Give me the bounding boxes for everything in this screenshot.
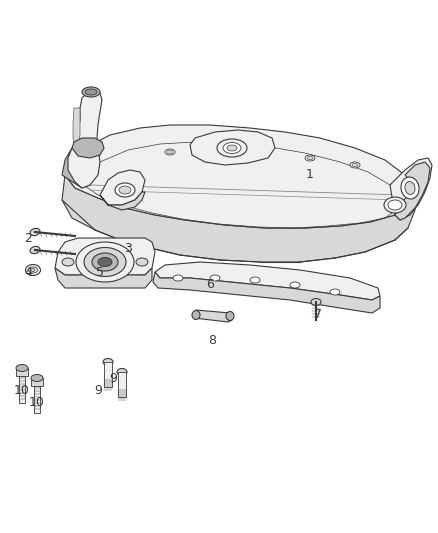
Ellipse shape <box>223 142 241 154</box>
Ellipse shape <box>227 145 237 151</box>
Ellipse shape <box>115 183 135 197</box>
Ellipse shape <box>28 267 38 273</box>
Ellipse shape <box>16 365 28 372</box>
Ellipse shape <box>307 156 313 160</box>
Ellipse shape <box>98 257 112 266</box>
Text: 10: 10 <box>14 384 30 397</box>
Ellipse shape <box>31 375 43 382</box>
Ellipse shape <box>250 277 260 283</box>
Ellipse shape <box>352 163 358 167</box>
Polygon shape <box>194 310 232 322</box>
Ellipse shape <box>167 150 173 154</box>
Ellipse shape <box>82 87 100 97</box>
Polygon shape <box>55 238 155 275</box>
Ellipse shape <box>405 182 415 195</box>
Polygon shape <box>190 130 275 165</box>
Polygon shape <box>153 272 380 313</box>
Ellipse shape <box>401 177 419 199</box>
Ellipse shape <box>350 162 360 168</box>
Text: 4: 4 <box>24 265 32 279</box>
Ellipse shape <box>84 247 126 277</box>
Ellipse shape <box>30 228 40 236</box>
Polygon shape <box>68 145 100 188</box>
Polygon shape <box>19 376 25 403</box>
Text: 10: 10 <box>29 397 45 409</box>
Ellipse shape <box>210 275 220 281</box>
Ellipse shape <box>25 264 40 276</box>
Ellipse shape <box>173 275 183 281</box>
Text: 8: 8 <box>208 334 216 346</box>
Polygon shape <box>155 262 380 300</box>
Polygon shape <box>100 192 145 210</box>
Polygon shape <box>55 268 152 288</box>
Polygon shape <box>65 125 415 228</box>
Ellipse shape <box>31 269 35 271</box>
Ellipse shape <box>136 258 148 266</box>
Polygon shape <box>100 170 145 205</box>
Text: 5: 5 <box>96 265 104 279</box>
Polygon shape <box>16 368 28 376</box>
Text: 1: 1 <box>306 168 314 182</box>
Ellipse shape <box>388 200 402 210</box>
Ellipse shape <box>311 298 321 305</box>
Polygon shape <box>62 140 100 188</box>
Ellipse shape <box>30 246 40 254</box>
Ellipse shape <box>165 149 175 155</box>
Text: 3: 3 <box>124 241 132 254</box>
Polygon shape <box>104 362 112 387</box>
Ellipse shape <box>305 155 315 161</box>
Ellipse shape <box>119 186 131 194</box>
Polygon shape <box>72 138 104 158</box>
Ellipse shape <box>62 258 74 266</box>
Text: 9: 9 <box>94 384 102 398</box>
Ellipse shape <box>192 311 200 319</box>
Ellipse shape <box>290 282 300 288</box>
Ellipse shape <box>103 359 113 366</box>
Ellipse shape <box>76 242 134 282</box>
Polygon shape <box>390 158 432 220</box>
Ellipse shape <box>85 89 97 95</box>
Text: 6: 6 <box>206 279 214 292</box>
Polygon shape <box>34 386 40 413</box>
Ellipse shape <box>384 197 406 213</box>
Text: 2: 2 <box>24 231 32 245</box>
Ellipse shape <box>217 139 247 157</box>
Ellipse shape <box>330 289 340 295</box>
Polygon shape <box>31 378 43 386</box>
Polygon shape <box>62 175 415 262</box>
Polygon shape <box>73 108 80 148</box>
Polygon shape <box>75 90 102 152</box>
Polygon shape <box>118 372 126 397</box>
Ellipse shape <box>226 311 234 320</box>
Ellipse shape <box>117 368 127 376</box>
Ellipse shape <box>92 253 118 271</box>
Text: 9: 9 <box>109 372 117 384</box>
Text: 7: 7 <box>314 309 322 321</box>
Polygon shape <box>395 162 430 220</box>
